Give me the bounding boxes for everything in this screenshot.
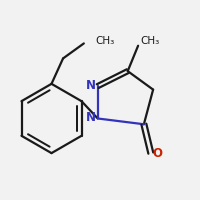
Text: O: O bbox=[153, 147, 163, 160]
Text: CH₃: CH₃ bbox=[95, 36, 115, 46]
Text: N: N bbox=[86, 79, 96, 92]
Text: N: N bbox=[86, 111, 96, 124]
Text: CH₃: CH₃ bbox=[140, 36, 160, 46]
